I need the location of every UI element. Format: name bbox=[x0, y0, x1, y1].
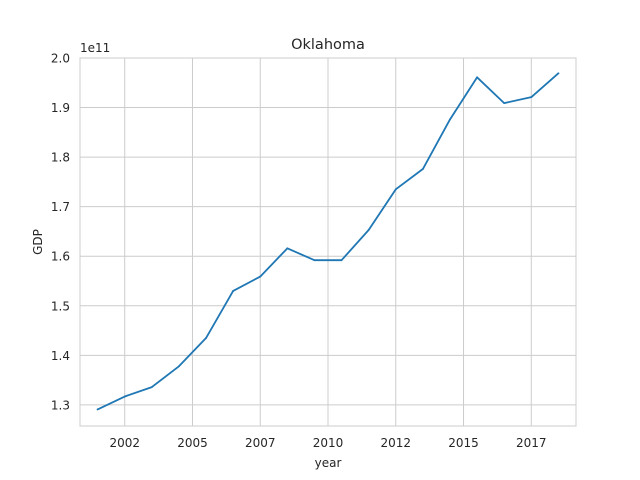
x-tick-label: 2010 bbox=[313, 436, 344, 450]
data-point bbox=[530, 96, 533, 99]
data-point bbox=[150, 386, 153, 388]
data-point bbox=[476, 76, 478, 79]
series-layer bbox=[96, 72, 560, 411]
data-point bbox=[394, 188, 397, 191]
x-tick-label: 2015 bbox=[448, 436, 479, 450]
chart-title: Oklahoma bbox=[291, 37, 365, 53]
series-line-gdp bbox=[96, 72, 560, 411]
y-tick-label: 1.9 bbox=[51, 101, 70, 115]
x-tick-label: 2002 bbox=[109, 436, 140, 450]
data-point bbox=[96, 408, 99, 411]
x-tick-label: 2007 bbox=[245, 436, 276, 450]
data-point bbox=[205, 337, 207, 339]
y-tick-label: 1.7 bbox=[51, 200, 70, 214]
data-point bbox=[503, 102, 506, 104]
data-point bbox=[557, 72, 560, 75]
data-point bbox=[421, 168, 424, 170]
y-tick-label: 1.6 bbox=[51, 250, 70, 264]
y-axis-label: GDP bbox=[31, 229, 45, 255]
x-axis-label: year bbox=[315, 456, 342, 470]
data-point bbox=[449, 118, 451, 121]
y-tick-label: 1.5 bbox=[51, 299, 70, 313]
tick-labels: 1.3 1.4 1.5 1.6 1.7 1.8 1.9 2.0 2002 2005 2007 2010… bbox=[51, 52, 547, 451]
y-tick-label: 1.4 bbox=[51, 349, 70, 363]
data-point bbox=[259, 275, 262, 278]
data-point bbox=[178, 365, 180, 368]
y-tick-label: 2.0 bbox=[51, 52, 70, 66]
grid-lines bbox=[80, 57, 576, 426]
y-tick-label: 1.3 bbox=[51, 398, 70, 412]
x-tick-label: 2005 bbox=[177, 436, 208, 450]
data-point bbox=[123, 395, 126, 398]
data-point bbox=[340, 259, 343, 262]
plot-frame bbox=[79, 57, 577, 427]
x-tick-label: 2012 bbox=[380, 436, 411, 450]
data-point bbox=[313, 259, 316, 262]
data-point bbox=[286, 247, 289, 250]
y-offset-label: 1e11 bbox=[80, 41, 110, 55]
data-point bbox=[367, 229, 370, 231]
y-tick-label: 1.8 bbox=[51, 151, 70, 165]
x-tick-label: 2017 bbox=[516, 436, 547, 450]
data-point bbox=[232, 290, 235, 292]
